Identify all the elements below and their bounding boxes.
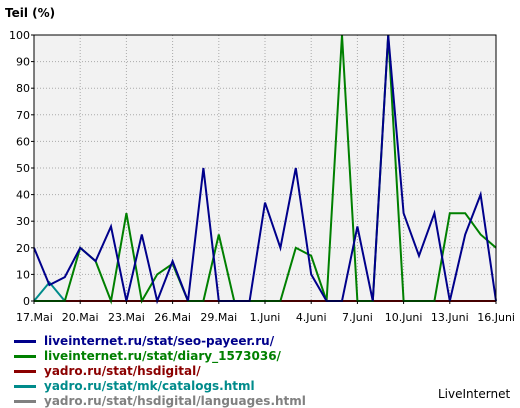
y-tick-labels: 0 10 20 30 40 50 60 70 80 90 100 — [9, 29, 30, 308]
legend-item: liveinternet.ru/stat/diary_1573036/ — [14, 349, 281, 363]
x-tick-label: 26.Mai — [154, 311, 191, 324]
y-tick-label: 30 — [16, 215, 30, 228]
y-tick-label: 90 — [16, 56, 30, 69]
legend-swatch — [14, 399, 36, 403]
legend-swatch — [14, 339, 36, 343]
y-tick-label: 100 — [9, 29, 30, 42]
legend-label: yadro.ru/stat/mk/catalogs.html — [44, 379, 255, 393]
series-line-5 — [33, 34, 497, 305]
legend-label: yadro.ru/stat/hsdigital/ — [44, 364, 201, 378]
x-tick-label: 10.Juni — [385, 311, 423, 324]
x-tick-label: 7.Juni — [342, 311, 373, 324]
legend-item: yadro.ru/stat/mk/catalogs.html — [14, 379, 255, 393]
x-tick-label: 17.Mai — [16, 311, 53, 324]
y-tick-label: 40 — [16, 189, 30, 202]
legend-swatch — [14, 384, 36, 388]
y-tick-label: 80 — [16, 82, 30, 95]
legend-item: yadro.ru/stat/hsdigital/languages.html — [14, 394, 306, 408]
x-tick-label: 29.Mai — [200, 311, 237, 324]
y-tick-label: 50 — [16, 162, 30, 175]
x-tick-label: 16.Juni — [477, 311, 515, 324]
y-tick-label: 20 — [16, 242, 30, 255]
x-tick-labels: 17.Mai 20.Mai 23.Mai 26.Mai 29.Mai 1.Juni 4.Ju… — [16, 311, 515, 324]
legend-swatch — [14, 369, 36, 373]
x-tick-label: 20.Mai — [62, 311, 99, 324]
y-tick-label: 0 — [23, 295, 30, 308]
y-axis-label: Teil (%) — [5, 6, 55, 20]
axes — [31, 34, 497, 304]
legend-label: liveinternet.ru/stat/diary_1573036/ — [44, 349, 281, 363]
legend-label: yadro.ru/stat/hsdigital/languages.html — [44, 394, 306, 408]
legend-label: liveinternet.ru/stat/seo-payeer.ru/ — [44, 334, 275, 348]
y-tick-label: 60 — [16, 135, 30, 148]
x-tick-label: 4.Juni — [296, 311, 327, 324]
y-tick-label: 10 — [16, 268, 30, 281]
legend-item: yadro.ru/stat/hsdigital/ — [14, 364, 201, 378]
x-tick-label: 13.Juni — [431, 311, 469, 324]
legend-item: liveinternet.ru/stat/seo-payeer.ru/ — [14, 334, 274, 348]
x-tick-label: 1.Juni — [250, 311, 281, 324]
y-tick-label: 70 — [16, 109, 30, 122]
x-tick-label: 23.Mai — [108, 311, 145, 324]
brand-label: LiveInternet — [438, 387, 510, 401]
legend-swatch — [14, 354, 36, 358]
